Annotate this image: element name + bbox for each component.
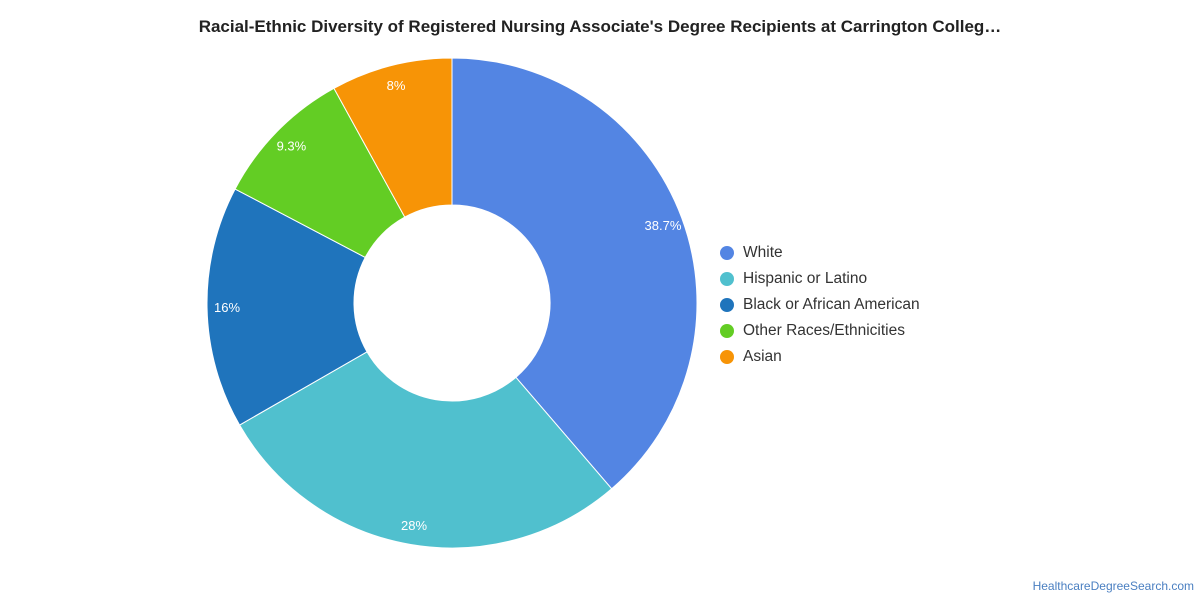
legend-label: Asian (743, 348, 782, 365)
watermark[interactable]: HealthcareDegreeSearch.com (1032, 579, 1194, 593)
legend-label: White (743, 244, 783, 261)
legend-label: Hispanic or Latino (743, 270, 868, 287)
legend-item[interactable]: Hispanic or Latino (720, 266, 920, 292)
slice-hispanic-or-latino[interactable] (238, 351, 613, 549)
slice-label: 28% (401, 518, 427, 533)
legend: White Hispanic or Latino Black or African … (720, 240, 920, 370)
legend-swatch (720, 298, 734, 312)
chart-title: Racial-Ethnic Diversity of Registered Nu… (198, 17, 1002, 36)
legend-swatch (720, 350, 734, 364)
legend-swatch (720, 272, 734, 286)
legend-label: Black or African American (743, 296, 920, 313)
legend-item[interactable]: Other Races/Ethnicities (720, 318, 920, 344)
slice-asian[interactable] (333, 57, 453, 218)
legend-label: Other Races/Ethnicities (743, 322, 905, 339)
legend-swatch (720, 246, 734, 260)
slice-label: 9.3% (277, 138, 307, 153)
slice-label: 16% (214, 300, 240, 315)
legend-swatch (720, 324, 734, 338)
slice-white[interactable] (451, 57, 698, 490)
legend-item[interactable]: Black or African American (720, 292, 920, 318)
slice-label: 38.7% (645, 218, 682, 233)
slice-black-or-african-american[interactable] (206, 188, 368, 426)
legend-item[interactable]: Asian (720, 344, 920, 370)
legend-item[interactable]: White (720, 240, 920, 266)
slice-label: 8% (387, 78, 406, 93)
